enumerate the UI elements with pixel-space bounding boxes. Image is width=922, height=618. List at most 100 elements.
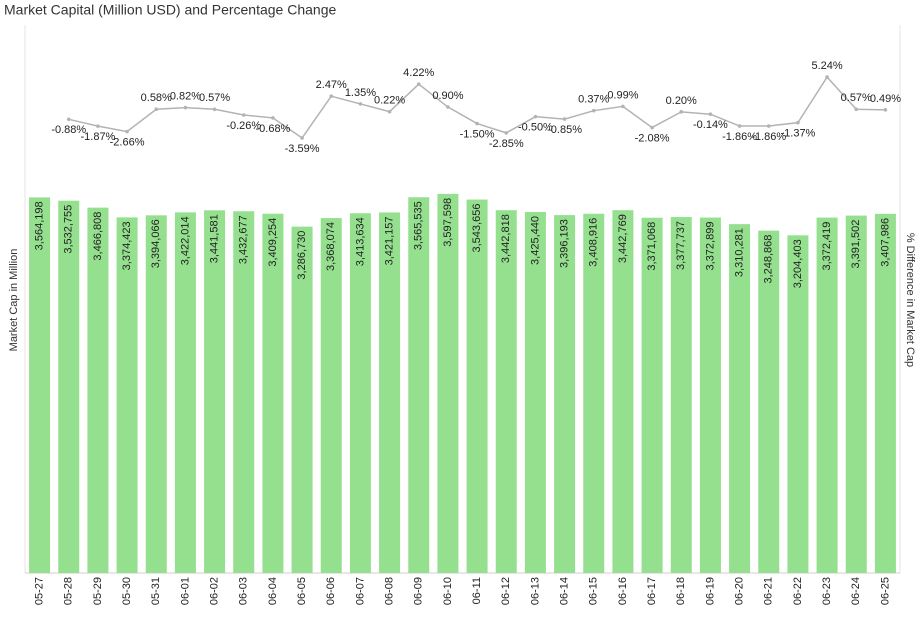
- line-point: [154, 107, 159, 112]
- line-point: [533, 114, 538, 119]
- x-tick-label: 06-09: [413, 577, 425, 605]
- line-point: [854, 107, 859, 112]
- bar-value-label: 3,543,656: [471, 204, 483, 253]
- line-point: [475, 121, 479, 126]
- x-tick-label: 06-22: [792, 577, 804, 605]
- line-value-label: -2.66%: [110, 136, 145, 148]
- line-value-label: -1.50%: [460, 128, 495, 140]
- line-value-label: -3.59%: [285, 143, 320, 155]
- bar: [699, 217, 721, 573]
- x-tick-label: 06-10: [442, 577, 454, 605]
- line-point: [66, 117, 71, 122]
- bar-value-label: 3,442,818: [500, 214, 512, 263]
- bar: [524, 212, 546, 573]
- bar-value-label: 3,442,769: [617, 214, 629, 263]
- bar: [670, 217, 692, 573]
- bar-value-label: 3,407,986: [879, 218, 891, 267]
- bar: [437, 193, 459, 573]
- bar: [174, 212, 196, 573]
- line-point: [387, 109, 392, 114]
- line-value-label: 0.82%: [170, 90, 201, 102]
- bar: [845, 215, 867, 573]
- x-tick-label: 06-01: [179, 577, 191, 605]
- x-tick-label: 06-12: [500, 577, 512, 605]
- line-point: [358, 102, 363, 106]
- line-value-label: -0.26%: [226, 120, 261, 132]
- bar-value-label: 3,466,808: [92, 212, 104, 261]
- x-tick-label: 05-27: [33, 577, 45, 605]
- line-value-label: 2.47%: [316, 79, 347, 91]
- line-value-label: -1.87%: [80, 131, 115, 143]
- line-point: [679, 110, 684, 114]
- line-point: [883, 108, 888, 112]
- bar: [349, 213, 371, 573]
- bar: [729, 224, 751, 573]
- bar-value-label: 3,421,157: [383, 216, 395, 265]
- line-value-label: -2.08%: [635, 132, 670, 144]
- bar: [787, 235, 809, 573]
- line-point: [212, 107, 217, 112]
- line-value-label: 0.99%: [607, 89, 638, 101]
- bar-value-label: 3,374,423: [121, 221, 133, 270]
- line-point: [241, 113, 246, 117]
- line-value-label: 4.22%: [403, 67, 434, 79]
- x-tick-label: 06-16: [617, 577, 629, 605]
- bar: [554, 215, 576, 573]
- bar-value-label: 3,425,440: [529, 216, 541, 265]
- bar: [408, 197, 430, 573]
- x-tick-label: 06-05: [296, 577, 308, 605]
- x-tick-label: 06-19: [704, 577, 716, 605]
- bar-value-label: 3,372,419: [821, 222, 833, 271]
- line-value-label: 0.57%: [841, 92, 872, 104]
- x-tick-label: 06-04: [267, 577, 279, 605]
- line-value-label: 0.37%: [578, 94, 609, 106]
- x-tick-label: 06-03: [238, 577, 250, 605]
- bar-value-label: 3,310,281: [733, 228, 745, 277]
- bar: [583, 213, 605, 574]
- bar-value-label: 3,286,730: [296, 231, 308, 280]
- bar: [641, 217, 663, 573]
- line-value-label: -1.37%: [780, 128, 815, 140]
- bar: [379, 212, 401, 573]
- bar-value-label: 3,441,581: [208, 214, 220, 263]
- x-tick-label: 06-25: [879, 577, 891, 605]
- line-value-label: 0.22%: [374, 95, 405, 107]
- x-tick-label: 06-24: [850, 577, 862, 605]
- line-value-label: 1.35%: [345, 87, 376, 99]
- bar: [291, 226, 313, 574]
- x-tick-label: 05-30: [121, 577, 133, 605]
- bar: [233, 211, 255, 573]
- line-point: [271, 116, 275, 120]
- x-tick-label: 06-20: [733, 577, 745, 605]
- line-point: [737, 124, 742, 128]
- bar: [758, 230, 780, 573]
- bar-value-label: 3,532,755: [63, 205, 75, 254]
- bar: [466, 199, 488, 574]
- bar-value-label: 3,432,677: [238, 215, 250, 264]
- bar-value-label: 3,413,634: [354, 217, 366, 266]
- line-value-label: 5.24%: [811, 60, 842, 72]
- bar: [320, 218, 342, 573]
- x-tick-label: 06-15: [588, 577, 600, 605]
- line-point: [650, 125, 654, 130]
- line-point: [329, 94, 334, 99]
- line-point: [562, 117, 567, 121]
- bar-value-label: 3,248,868: [763, 235, 775, 284]
- bar: [612, 210, 634, 573]
- bar: [29, 197, 51, 573]
- x-tick-label: 05-28: [63, 577, 75, 605]
- line-point: [416, 82, 421, 86]
- x-tick-label: 06-07: [354, 577, 366, 605]
- bar: [874, 213, 896, 573]
- bar-value-label: 3,371,068: [646, 222, 658, 271]
- bar-value-label: 3,394,066: [150, 219, 162, 268]
- x-tick-label: 06-08: [383, 577, 395, 605]
- x-tick-label: 06-02: [208, 577, 220, 605]
- bar: [495, 210, 517, 574]
- x-tick-label: 06-17: [646, 577, 658, 605]
- line-value-label: 0.90%: [432, 90, 463, 102]
- line-point: [504, 131, 509, 135]
- line-point: [621, 104, 625, 109]
- bar-value-label: 3,564,198: [33, 201, 45, 250]
